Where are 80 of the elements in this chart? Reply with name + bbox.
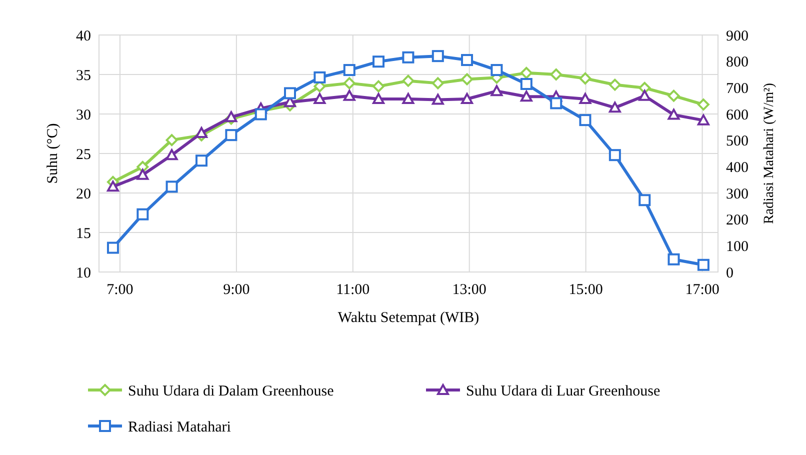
point	[668, 90, 680, 102]
point	[136, 208, 149, 220]
y2-tick-label: 100	[726, 238, 748, 255]
point	[402, 92, 414, 104]
y2-tick-label: 200	[726, 212, 748, 229]
point	[225, 111, 238, 122]
point	[166, 180, 178, 193]
point	[432, 94, 444, 105]
point	[461, 73, 474, 86]
point	[668, 253, 680, 266]
point	[343, 77, 356, 90]
x-tick-label: 17:00	[685, 282, 720, 298]
y-tick-label: 10	[76, 265, 91, 282]
point	[195, 154, 208, 167]
y2-tick-label: 500	[726, 134, 748, 150]
point	[520, 90, 532, 102]
point	[432, 77, 444, 90]
y2-tick-label: 400	[726, 160, 748, 176]
y2-tick-label: 600	[726, 107, 748, 124]
point	[402, 74, 414, 87]
y2-tick-label: 0	[726, 265, 734, 282]
y2-axis-title: Radiasi Matahari (W/m²)	[762, 82, 777, 224]
point	[225, 129, 238, 142]
y-tick-label: 35	[76, 68, 91, 84]
legend-label: Radiasi Matahari	[128, 419, 231, 436]
point	[579, 72, 592, 84]
point	[520, 78, 532, 90]
point	[697, 114, 710, 126]
point	[166, 149, 178, 160]
point	[284, 87, 296, 100]
x-tick-label: 7:00	[106, 282, 134, 298]
x-tick-label: 15:00	[568, 282, 603, 298]
y2-tick-label: 700	[726, 80, 748, 97]
point	[520, 66, 532, 79]
point	[343, 90, 356, 101]
legend-label: Suhu Udara di Luar Greenhouse	[466, 383, 660, 400]
point	[136, 168, 149, 180]
y2-tick-label: 300	[726, 186, 748, 202]
point	[697, 258, 710, 271]
y2-tick-label: 900	[726, 28, 748, 44]
point	[608, 149, 621, 162]
y-tick-label: 30	[76, 107, 91, 124]
point	[343, 64, 356, 76]
point	[638, 90, 651, 101]
x-tick-label: 11:00	[336, 282, 370, 298]
point	[166, 134, 178, 146]
y2-tick-label: 800	[726, 54, 748, 71]
point	[314, 71, 326, 84]
point	[608, 78, 621, 91]
point	[402, 51, 414, 64]
point	[372, 92, 385, 104]
point	[461, 54, 474, 66]
y-tick-label: 25	[76, 146, 91, 163]
point	[490, 85, 503, 96]
x-tick-label: 13:00	[452, 282, 486, 298]
point	[579, 92, 592, 104]
point	[372, 56, 385, 68]
point	[106, 242, 119, 254]
point	[314, 92, 326, 104]
point	[106, 180, 119, 192]
point	[432, 50, 444, 62]
legend-label: Suhu Udara di Dalam Greenhouse	[128, 383, 334, 400]
y-tick-label: 40	[76, 28, 91, 44]
point	[668, 108, 680, 120]
y-tick-label: 20	[76, 186, 91, 202]
x-tick-label: 9:00	[223, 282, 250, 298]
point	[490, 64, 503, 76]
point	[608, 102, 621, 113]
point	[579, 114, 592, 126]
point	[461, 92, 474, 104]
point	[550, 97, 562, 110]
point	[254, 108, 267, 120]
y-tick-label: 15	[76, 226, 91, 242]
y-axis-title: Suhu (°C)	[45, 123, 61, 184]
point	[638, 194, 651, 206]
point	[195, 126, 208, 138]
point	[372, 80, 385, 92]
x-axis-title: Waktu Setempat (WIB)	[338, 310, 480, 326]
point	[550, 68, 562, 80]
point	[697, 98, 710, 111]
